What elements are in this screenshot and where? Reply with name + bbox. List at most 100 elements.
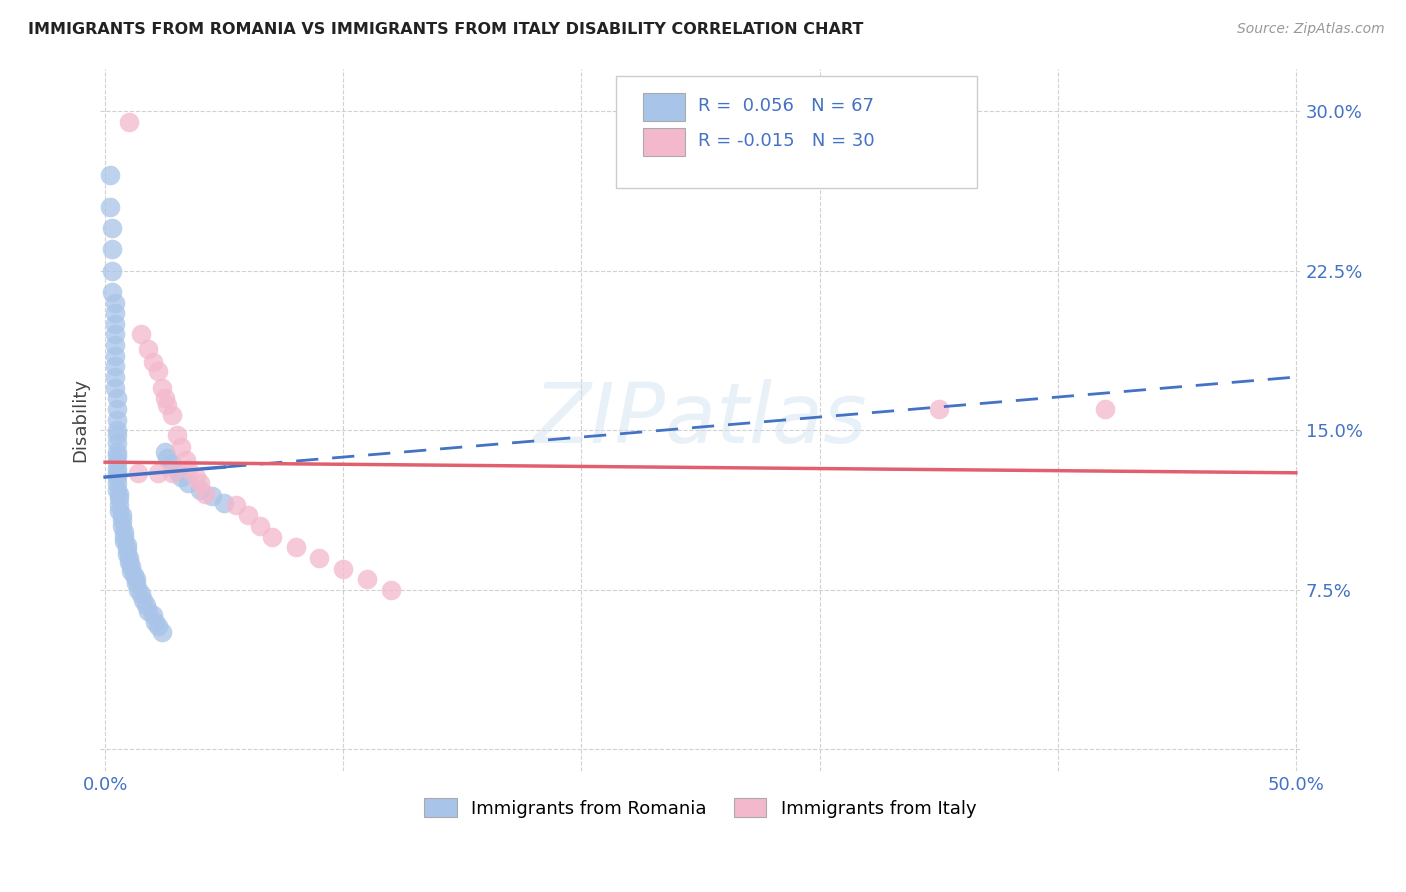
Point [284,541,307,555]
Point [184,470,207,484]
Point [105,444,128,458]
Y-axis label: Disability: Disability [72,377,89,461]
Point [308,550,330,565]
Point [105,392,128,406]
Point [111,513,134,527]
Point [150,625,173,640]
Point [108,498,131,512]
Point [112,525,135,540]
Point [153,392,176,406]
Point [104,338,127,352]
Point [104,295,127,310]
Point [125,576,148,591]
Point [129,327,152,342]
Point [105,455,128,469]
Point [105,436,128,450]
Point [118,555,141,569]
Point [177,476,200,491]
Text: IMMIGRANTS FROM ROMANIA VS IMMIGRANTS FROM ITALY DISABILITY CORRELATION CHART: IMMIGRANTS FROM ROMANIA VS IMMIGRANTS FR… [28,22,863,37]
Point [105,401,128,416]
Point [160,409,183,423]
Point [150,381,173,395]
Point [142,355,165,369]
Point [928,401,950,416]
Point [122,568,145,582]
Point [132,593,155,607]
Point [105,412,128,426]
Point [115,542,138,557]
Point [380,582,402,597]
Point [236,508,259,523]
Text: R = -0.015   N = 30: R = -0.015 N = 30 [699,132,875,150]
Point [105,423,128,437]
Point [201,489,224,503]
Point [105,470,128,484]
Point [105,483,128,497]
Point [105,449,128,463]
Point [120,564,142,578]
Point [105,427,128,442]
Point [129,587,152,601]
Point [104,306,127,320]
Point [112,530,135,544]
Point [1094,401,1116,416]
Point [127,582,149,597]
Point [146,364,169,378]
Point [332,561,354,575]
FancyBboxPatch shape [616,76,977,188]
Text: Source: ZipAtlas.com: Source: ZipAtlas.com [1237,22,1385,37]
Point [174,453,197,467]
Point [108,487,131,501]
Point [136,343,159,357]
Text: R =  0.056   N = 67: R = 0.056 N = 67 [699,96,875,115]
Legend: Immigrants from Romania, Immigrants from Italy: Immigrants from Romania, Immigrants from… [418,791,984,825]
Point [127,466,149,480]
Point [115,538,138,552]
Point [260,530,283,544]
Point [166,427,188,442]
Point [108,491,131,506]
Point [118,550,141,565]
Point [104,317,127,331]
Point [115,547,138,561]
Point [104,327,127,342]
FancyBboxPatch shape [643,93,685,121]
Point [104,359,127,374]
Point [190,476,212,491]
Point [170,440,193,454]
Point [156,450,179,465]
Point [104,370,127,384]
Point [101,221,124,235]
Point [356,572,378,586]
Point [160,466,183,480]
Point [120,559,142,574]
Point [143,615,166,629]
Point [108,504,131,518]
Point [156,398,179,412]
Point [104,381,127,395]
Point [105,466,128,480]
Point [118,114,141,128]
Point [249,519,271,533]
Point [166,464,188,478]
Point [111,508,134,523]
Text: ZIPatlas: ZIPatlas [534,379,868,460]
Point [190,483,212,497]
Point [101,243,124,257]
Point [135,598,157,612]
Point [125,572,148,586]
Point [146,466,169,480]
Point [98,200,121,214]
Point [105,461,128,475]
Point [194,487,217,501]
Point [112,533,135,548]
Point [136,604,159,618]
Point [160,458,183,472]
Point [153,444,176,458]
Point [101,285,124,299]
Point [170,470,193,484]
Point [142,608,165,623]
Point [225,498,247,512]
Point [212,495,235,509]
Point [146,619,169,633]
